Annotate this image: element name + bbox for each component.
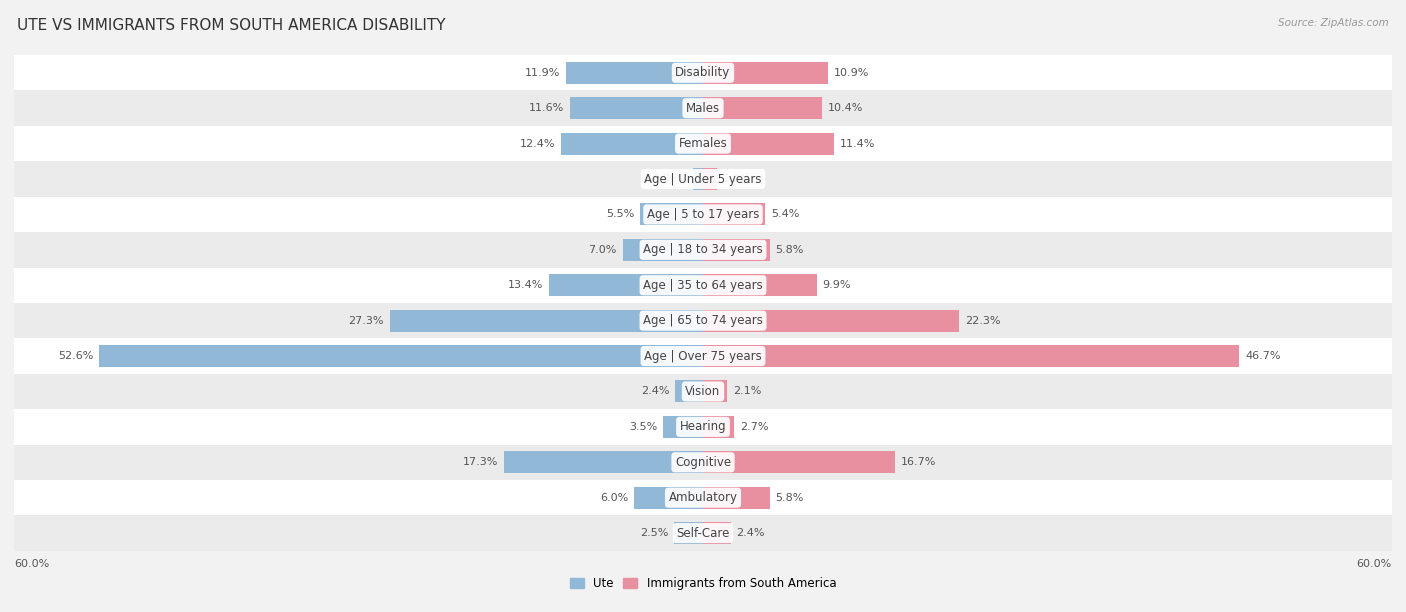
Bar xyxy=(703,416,734,438)
Bar xyxy=(623,239,703,261)
Text: 5.4%: 5.4% xyxy=(770,209,799,220)
Text: Ambulatory: Ambulatory xyxy=(668,491,738,504)
Bar xyxy=(640,203,703,225)
Text: 60.0%: 60.0% xyxy=(1357,559,1392,569)
Text: Age | 18 to 34 years: Age | 18 to 34 years xyxy=(643,244,763,256)
Bar xyxy=(14,232,1392,267)
Bar xyxy=(14,444,1392,480)
Text: Males: Males xyxy=(686,102,720,114)
Text: Age | 5 to 17 years: Age | 5 to 17 years xyxy=(647,208,759,221)
Text: 2.5%: 2.5% xyxy=(640,528,669,538)
Bar xyxy=(703,239,769,261)
Bar xyxy=(634,487,703,509)
Text: 10.4%: 10.4% xyxy=(828,103,863,113)
Bar xyxy=(14,303,1392,338)
Bar xyxy=(505,451,703,473)
Bar xyxy=(703,310,959,332)
Text: 60.0%: 60.0% xyxy=(14,559,49,569)
Bar xyxy=(567,62,703,84)
Bar xyxy=(675,522,703,544)
Text: 7.0%: 7.0% xyxy=(589,245,617,255)
Bar xyxy=(14,196,1392,232)
Bar xyxy=(569,97,703,119)
Text: 27.3%: 27.3% xyxy=(349,316,384,326)
Text: 2.4%: 2.4% xyxy=(737,528,765,538)
Text: 1.2%: 1.2% xyxy=(723,174,751,184)
Bar xyxy=(14,515,1392,551)
Text: Age | 35 to 64 years: Age | 35 to 64 years xyxy=(643,278,763,292)
Text: Females: Females xyxy=(679,137,727,150)
Bar xyxy=(14,480,1392,515)
Text: 11.9%: 11.9% xyxy=(526,68,561,78)
Text: 5.8%: 5.8% xyxy=(775,493,804,502)
Legend: Ute, Immigrants from South America: Ute, Immigrants from South America xyxy=(565,572,841,594)
Text: 6.0%: 6.0% xyxy=(600,493,628,502)
Text: 11.4%: 11.4% xyxy=(839,138,875,149)
Bar xyxy=(703,487,769,509)
Text: 2.4%: 2.4% xyxy=(641,386,669,397)
Text: UTE VS IMMIGRANTS FROM SOUTH AMERICA DISABILITY: UTE VS IMMIGRANTS FROM SOUTH AMERICA DIS… xyxy=(17,18,446,34)
Text: 22.3%: 22.3% xyxy=(965,316,1000,326)
Bar xyxy=(550,274,703,296)
Text: 5.5%: 5.5% xyxy=(606,209,634,220)
Bar xyxy=(14,374,1392,409)
Text: 9.9%: 9.9% xyxy=(823,280,851,290)
Text: Self-Care: Self-Care xyxy=(676,526,730,540)
Bar xyxy=(98,345,703,367)
Text: 13.4%: 13.4% xyxy=(508,280,543,290)
Text: Age | 65 to 74 years: Age | 65 to 74 years xyxy=(643,314,763,327)
Bar xyxy=(14,91,1392,126)
Text: 3.5%: 3.5% xyxy=(628,422,657,432)
Bar xyxy=(662,416,703,438)
Text: 10.9%: 10.9% xyxy=(834,68,869,78)
Bar xyxy=(703,62,828,84)
Text: Age | Under 5 years: Age | Under 5 years xyxy=(644,173,762,185)
Bar xyxy=(703,451,894,473)
Bar xyxy=(14,126,1392,162)
Text: 2.1%: 2.1% xyxy=(733,386,761,397)
Text: 12.4%: 12.4% xyxy=(519,138,555,149)
Text: 5.8%: 5.8% xyxy=(775,245,804,255)
Text: Hearing: Hearing xyxy=(679,420,727,433)
Text: Disability: Disability xyxy=(675,66,731,80)
Bar xyxy=(14,338,1392,374)
Bar xyxy=(703,203,765,225)
Text: 11.6%: 11.6% xyxy=(529,103,564,113)
Bar xyxy=(703,97,823,119)
Text: 2.7%: 2.7% xyxy=(740,422,768,432)
Bar xyxy=(703,274,817,296)
Text: 16.7%: 16.7% xyxy=(900,457,936,468)
Bar xyxy=(14,267,1392,303)
Bar xyxy=(561,133,703,155)
Bar xyxy=(703,381,727,403)
Bar xyxy=(693,168,703,190)
Bar xyxy=(703,133,834,155)
Text: Vision: Vision xyxy=(685,385,721,398)
Bar xyxy=(14,55,1392,91)
Bar xyxy=(703,345,1239,367)
Text: Source: ZipAtlas.com: Source: ZipAtlas.com xyxy=(1278,18,1389,28)
Bar xyxy=(703,522,731,544)
Bar xyxy=(14,409,1392,444)
Text: Cognitive: Cognitive xyxy=(675,456,731,469)
Text: 17.3%: 17.3% xyxy=(463,457,499,468)
Bar xyxy=(703,168,717,190)
Text: 0.86%: 0.86% xyxy=(652,174,688,184)
Text: 46.7%: 46.7% xyxy=(1244,351,1281,361)
Text: 52.6%: 52.6% xyxy=(58,351,93,361)
Bar xyxy=(389,310,703,332)
Bar xyxy=(14,162,1392,196)
Bar xyxy=(675,381,703,403)
Text: Age | Over 75 years: Age | Over 75 years xyxy=(644,349,762,362)
